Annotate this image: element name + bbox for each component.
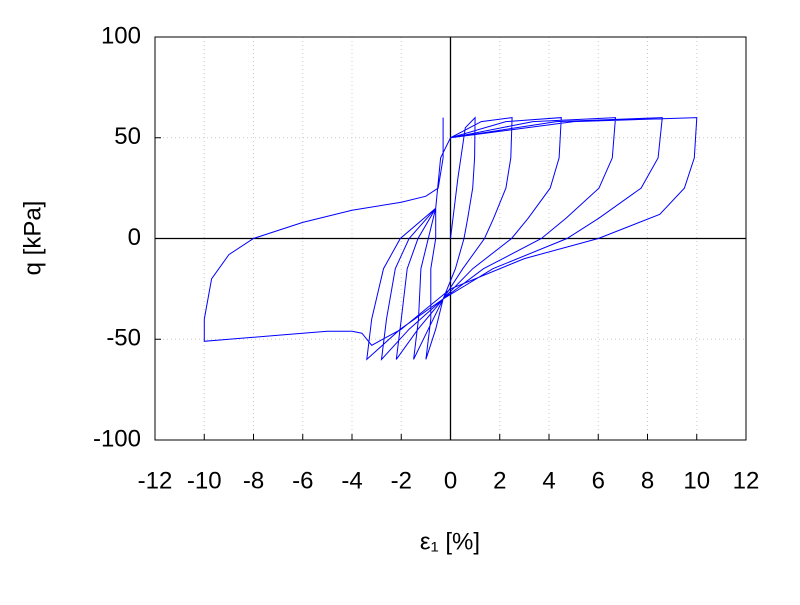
data-line [203,116,698,361]
x-tick-label: -10 [187,467,222,494]
x-tick-label: -12 [138,467,173,494]
x-tick-label: 2 [493,467,506,494]
plot-frame [154,36,747,441]
y-tick-label: 100 [101,22,141,49]
x-tick-label: -8 [243,467,264,494]
x-tick-label: 4 [542,467,555,494]
x-tick-label: 8 [641,467,654,494]
x-tick-label: 10 [683,467,710,494]
y-tick-label: -50 [106,325,141,352]
x-tick-label: -2 [391,467,412,494]
y-tick-label: 50 [114,123,141,150]
x-axis-label: ε₁ [%] [420,528,480,555]
y-tick-label: -100 [93,425,141,452]
x-tick-label: 0 [444,467,457,494]
x-tick-label: 12 [733,467,760,494]
y-tick-label: 0 [128,224,141,251]
x-tick-label: -6 [292,467,313,494]
x-tick-label: -4 [341,467,362,494]
x-tick-label: 6 [592,467,605,494]
y-axis-label: q [kPa] [19,201,46,276]
